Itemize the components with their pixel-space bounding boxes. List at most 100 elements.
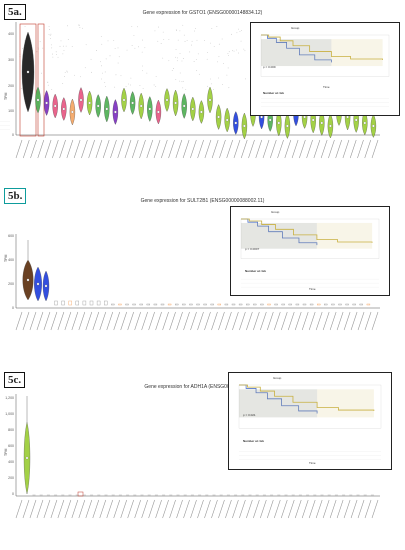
x-tick-label <box>211 500 217 518</box>
x-tick-label <box>253 312 259 330</box>
outlier-dot <box>207 59 208 60</box>
x-tick-label <box>16 500 22 518</box>
outlier-dot <box>116 74 117 75</box>
x-tick-label <box>330 312 336 330</box>
x-tick-label <box>107 500 113 518</box>
violin-median <box>329 125 331 127</box>
x-tick-label <box>176 140 182 158</box>
x-tick-label <box>260 500 266 518</box>
x-tick-label <box>351 312 357 330</box>
x-tick-label <box>110 140 116 158</box>
x-tick-label <box>184 500 190 518</box>
violin-median <box>37 283 39 285</box>
x-tick-label <box>198 140 204 158</box>
outlier-dot <box>56 54 57 55</box>
x-tick-label <box>121 500 127 518</box>
outlier-dot <box>113 40 114 41</box>
x-tick-label <box>219 140 225 158</box>
violin-median <box>174 102 176 104</box>
x-tick-label <box>323 500 329 518</box>
x-tick-label <box>232 500 238 518</box>
x-tick-label <box>288 500 294 518</box>
outlier-dot <box>236 50 237 51</box>
inset-risk-title: Number at risk <box>243 439 264 443</box>
inset-time-label: Time <box>309 287 316 291</box>
outlier-dot <box>232 50 233 51</box>
outlier-dot <box>185 89 186 90</box>
x-tick-label <box>93 500 99 518</box>
x-tick-label <box>74 140 80 158</box>
x-tick-label <box>79 312 85 330</box>
outlier-dot <box>142 66 143 67</box>
small-box <box>211 304 214 305</box>
x-tick-label <box>128 312 134 330</box>
outlier-dot <box>79 27 80 28</box>
outlier-dot <box>138 46 139 47</box>
outlier-dot <box>222 84 223 85</box>
violin-median <box>45 102 47 104</box>
violin-median <box>312 119 314 121</box>
x-tick-label <box>45 140 51 158</box>
x-tick-label <box>263 140 269 158</box>
outlier-dot <box>25 26 26 27</box>
small-box <box>97 301 100 305</box>
outlier-dot <box>241 30 242 31</box>
x-tick-label <box>372 140 378 158</box>
small-box <box>360 304 363 305</box>
small-box <box>189 304 192 305</box>
x-tick-label <box>161 140 167 158</box>
small-box <box>282 304 285 305</box>
x-tick-label <box>307 140 313 158</box>
outlier-dot <box>142 70 143 71</box>
x-tick-label <box>278 140 284 158</box>
violin-median <box>157 111 159 113</box>
outlier-dot <box>155 30 156 31</box>
outlier-dot <box>131 78 132 79</box>
outlier-dot <box>114 87 115 88</box>
small-box <box>140 304 143 305</box>
outlier-dot <box>101 36 102 37</box>
x-tick-label <box>65 312 71 330</box>
outlier-dot <box>158 27 159 28</box>
outlier-dot <box>234 51 235 52</box>
inset-group-label: Group <box>271 210 279 214</box>
x-tick-label <box>227 140 233 158</box>
outlier-dot <box>173 68 174 69</box>
outlier-dot <box>41 73 42 74</box>
x-tick-label <box>267 500 273 518</box>
outlier-dot <box>195 28 196 29</box>
violin-median <box>71 111 73 113</box>
x-tick-label <box>323 312 329 330</box>
outlier-dot <box>146 73 147 74</box>
outlier-dot <box>82 28 83 29</box>
outlier-dot <box>157 41 158 42</box>
violin-median <box>260 116 262 118</box>
outlier-dot <box>61 40 62 41</box>
small-box <box>239 304 242 305</box>
small-box <box>310 304 313 305</box>
outlier-dot <box>48 85 49 86</box>
x-tick-label <box>100 312 106 330</box>
x-tick-label <box>299 140 305 158</box>
outlier-dot <box>163 39 164 40</box>
x-tick-label <box>52 140 58 158</box>
x-tick-label <box>295 500 301 518</box>
panel-a-km-curve <box>251 23 399 115</box>
violin-median <box>278 122 280 124</box>
outlier-dot <box>210 79 211 80</box>
outlier-dot <box>168 60 169 61</box>
violin-median <box>235 122 237 124</box>
small-box <box>204 304 207 305</box>
small-box <box>289 304 292 305</box>
x-tick-label <box>44 500 50 518</box>
x-tick-label <box>190 140 196 158</box>
outlier-dot <box>105 72 106 73</box>
outlier-dot <box>142 52 143 53</box>
x-tick-label <box>246 500 252 518</box>
outlier-dot <box>163 32 164 33</box>
x-tick-label <box>316 312 322 330</box>
highlight-box <box>38 24 44 136</box>
outlier-dot <box>155 86 156 87</box>
x-tick-label <box>225 500 231 518</box>
x-tick-label <box>86 312 92 330</box>
